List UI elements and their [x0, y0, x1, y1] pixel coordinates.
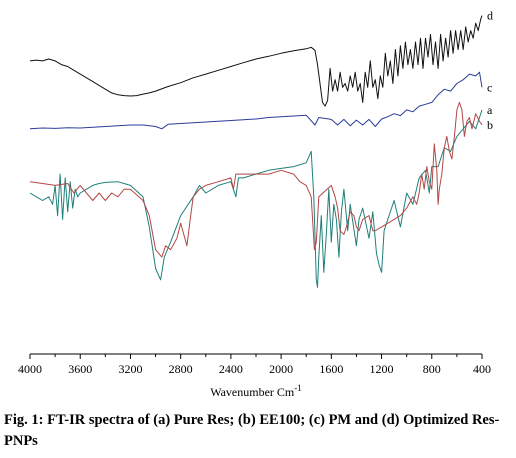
- figure-caption: Fig. 1: FT-IR spectra of (a) Pure Res; (…: [4, 412, 500, 449]
- x-tick-label-1200: 1200: [370, 362, 394, 376]
- series-a-label: a: [487, 103, 493, 117]
- x-axis-ticks: 4000 3600 3200 2800 2400 2000 1600 1200 800 400: [18, 354, 491, 376]
- x-tick-label-800: 800: [423, 362, 441, 376]
- series-b-line: [29, 101, 483, 258]
- x-tick-label-4000: 4000: [18, 362, 42, 376]
- series-d-line: [29, 15, 483, 107]
- series-b-label: b: [487, 118, 493, 132]
- x-tick-label-1600: 1600: [319, 362, 343, 376]
- series-c-line: [29, 71, 483, 130]
- series-a-line: [29, 109, 483, 288]
- ftir-chart: ab c d 4000 3600 3200 2800 2400 2000 1600 1200 800…: [18, 9, 493, 399]
- plot-area: ab c d: [29, 9, 493, 288]
- x-tick-label-400: 400: [473, 362, 491, 376]
- x-axis-label-text: Wavenumber Cm: [210, 385, 295, 399]
- series-d-label: d: [487, 9, 493, 23]
- x-tick-label-3600: 3600: [68, 362, 92, 376]
- x-tick-label-2400: 2400: [219, 362, 243, 376]
- x-tick-label-3200: 3200: [118, 362, 142, 376]
- x-axis-label: Wavenumber Cm-1: [210, 383, 302, 399]
- x-axis-label-superscript: -1: [294, 383, 302, 393]
- series-c-label: c: [487, 80, 492, 94]
- x-tick-label-2000: 2000: [269, 362, 293, 376]
- x-tick-label-2800: 2800: [169, 362, 193, 376]
